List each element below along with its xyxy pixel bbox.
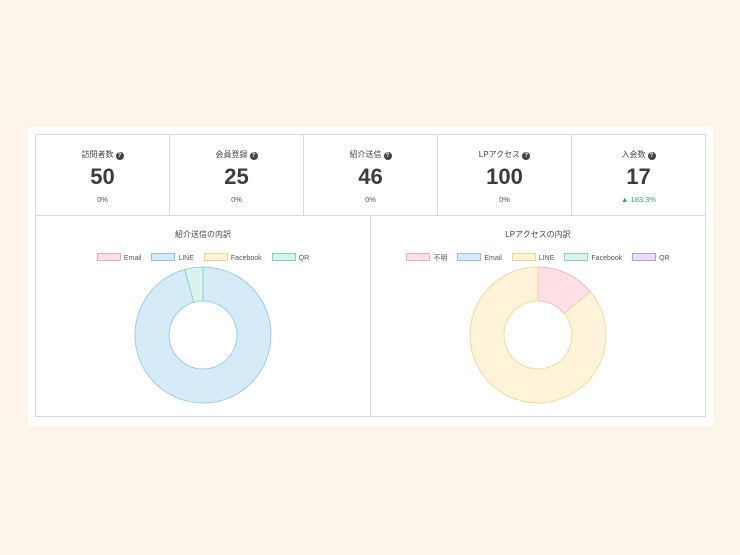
legend-swatch — [457, 253, 482, 261]
legend-swatch — [632, 253, 657, 261]
legend-label: LINE — [538, 255, 555, 262]
stat-label: 訪問者数 — [81, 150, 114, 159]
help-icon[interactable]: ? — [383, 152, 392, 160]
stat-value: 100 — [486, 164, 523, 189]
help-icon[interactable]: ? — [115, 152, 124, 160]
legend-swatch — [564, 253, 589, 261]
stat-label: 会員登録 — [215, 150, 248, 159]
dashboard-frame: 訪問者数? 50 0% 会員登録? 25 0% 紹介送信? 46 0% LPアク… — [35, 134, 706, 417]
chart-referral-breakdown: 紹介送信の内訳 Email LINE Facebook QR — [36, 216, 371, 417]
donut-slice-qr[interactable] — [184, 266, 204, 303]
donut-slice-line[interactable] — [134, 266, 272, 404]
charts-row: 紹介送信の内訳 Email LINE Facebook QR LPアクセスの内訳 不明… — [36, 216, 705, 417]
legend-label: LINE — [178, 255, 194, 262]
legend-item[interactable]: Email — [457, 253, 502, 262]
stat-card-visitors: 訪問者数? 50 0% — [36, 135, 170, 215]
legend-swatch — [511, 253, 536, 261]
donut-slice-line[interactable] — [469, 266, 607, 404]
help-icon[interactable]: ? — [647, 152, 656, 160]
dashboard-panel: 訪問者数? 50 0% 会員登録? 25 0% 紹介送信? 46 0% LPアク… — [28, 127, 713, 426]
stat-label: 入会数 — [621, 150, 646, 159]
legend-label: Email — [123, 255, 142, 262]
legend-label: Facebook — [591, 255, 623, 262]
legend-swatch — [271, 253, 296, 261]
chart-title: 紹介送信の内訳 — [175, 230, 231, 239]
stat-label: LPアクセス — [478, 150, 521, 159]
legend-label: QR — [298, 255, 310, 262]
legend-item[interactable]: QR — [271, 253, 310, 262]
chart-legend: Email LINE Facebook QR — [36, 253, 370, 262]
stat-change-up: ▲ 183.3% — [621, 195, 656, 204]
stat-card-registrations: 会員登録? 25 0% — [170, 135, 304, 215]
legend-item[interactable]: LINE — [511, 253, 555, 262]
help-icon[interactable]: ? — [249, 152, 258, 160]
legend-item[interactable]: Email — [96, 253, 142, 262]
stat-value: 17 — [626, 164, 651, 189]
legend-swatch — [96, 253, 121, 261]
stats-row: 訪問者数? 50 0% 会員登録? 25 0% 紹介送信? 46 0% LPアク… — [36, 135, 705, 216]
chart-lp-access-breakdown: LPアクセスの内訳 不明 Email LINE Facebook QR — [371, 216, 705, 417]
legend-swatch — [406, 253, 431, 261]
stat-label-row: 紹介送信? — [304, 149, 437, 160]
stat-label-row: 会員登録? — [170, 149, 303, 160]
legend-label: 不明 — [433, 255, 448, 262]
stat-change: 0% — [499, 195, 510, 204]
stat-card-enrollments: 入会数? 17 ▲ 183.3% — [572, 135, 705, 215]
stat-value: 46 — [358, 164, 383, 189]
donut-chart — [134, 266, 272, 404]
legend-label: Email — [484, 255, 502, 262]
legend-item[interactable]: QR — [632, 253, 670, 262]
donut-chart — [469, 266, 607, 404]
chart-legend: 不明 Email LINE Facebook QR — [371, 253, 705, 263]
legend-item[interactable]: Facebook — [203, 253, 262, 262]
legend-label: Facebook — [230, 255, 262, 262]
help-icon[interactable]: ? — [522, 152, 531, 160]
stat-change: 0% — [231, 195, 242, 204]
legend-item[interactable]: Facebook — [564, 253, 622, 262]
legend-item[interactable]: LINE — [151, 253, 194, 262]
stat-value: 25 — [224, 164, 249, 189]
stat-card-referrals: 紹介送信? 46 0% — [304, 135, 438, 215]
legend-item[interactable]: 不明 — [406, 253, 447, 263]
legend-label: QR — [659, 255, 670, 262]
stat-label-row: LPアクセス? — [438, 149, 571, 160]
legend-swatch — [203, 253, 228, 261]
stat-label: 紹介送信 — [349, 150, 382, 159]
stat-value: 50 — [90, 164, 115, 189]
stat-label-row: 訪問者数? — [36, 149, 169, 160]
chart-title: LPアクセスの内訳 — [505, 230, 571, 239]
stat-label-row: 入会数? — [572, 149, 705, 160]
stat-change: 0% — [365, 195, 376, 204]
legend-swatch — [151, 253, 176, 261]
stat-card-lp-access: LPアクセス? 100 0% — [438, 135, 572, 215]
stat-change: 0% — [97, 195, 108, 204]
